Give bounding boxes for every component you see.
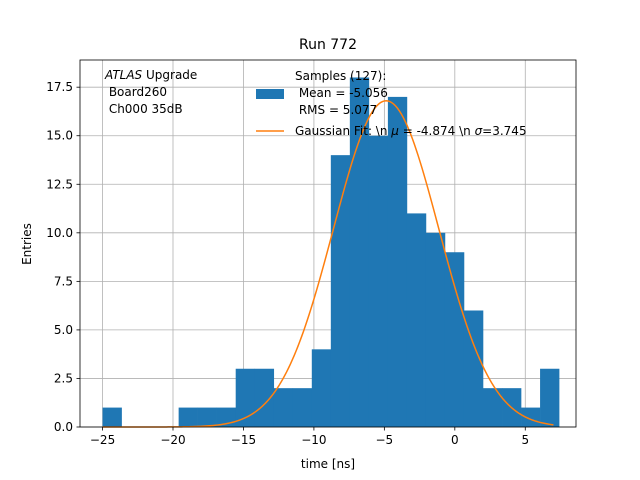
- x-tick-label: −15: [231, 433, 256, 447]
- histogram-bar: [178, 407, 198, 427]
- histogram-bar: [368, 135, 389, 427]
- annotation-experiment-suffix: Upgrade: [142, 68, 197, 82]
- histogram-bar: [311, 349, 332, 427]
- axes: [79, 59, 577, 428]
- plot-frame: [79, 59, 577, 428]
- x-ticks: −25 −20 −15 −10 −5 0 5: [90, 427, 529, 447]
- x-tick-label: −20: [160, 433, 185, 447]
- legend-fit-prefix: Gaussian Fit: \n: [295, 124, 391, 138]
- histogram-bar: [235, 368, 256, 427]
- legend-fit-label: Gaussian Fit: \n μ = -4.874 \n σ=3.745: [295, 124, 527, 138]
- chart-title: Run 772: [299, 37, 357, 53]
- y-tick-label: 12.5: [46, 177, 73, 191]
- legend-fit-suffix: =3.745: [482, 124, 526, 138]
- legend-fit-sigma: σ: [475, 124, 483, 138]
- annotation: ATLAS Upgrade Board260 Ch000 35dB: [104, 68, 197, 116]
- histogram-bar: [483, 388, 503, 427]
- histogram-bar: [349, 77, 370, 427]
- x-tick-label: −25: [90, 433, 115, 447]
- x-axis-label: time [ns]: [301, 457, 355, 471]
- histogram-bar: [425, 232, 446, 427]
- annotation-line-1: ATLAS Upgrade: [104, 68, 197, 82]
- x-tick-label: −10: [301, 433, 326, 447]
- legend: Samples (127): Mean = -5.056 RMS = 5.077…: [256, 69, 527, 138]
- y-tick-label: 5.0: [54, 323, 73, 337]
- y-tick-label: 0.0: [54, 420, 73, 434]
- legend-hist-label-1: Samples (127):: [295, 69, 386, 83]
- histogram-bar: [273, 388, 294, 427]
- histogram-bar: [540, 368, 560, 427]
- annotation-experiment: ATLAS: [104, 68, 143, 82]
- legend-hist-swatch: [256, 89, 284, 99]
- x-tick-label: 5: [521, 433, 529, 447]
- histogram-bar: [387, 96, 408, 428]
- y-ticks: 0.0 2.5 5.0 7.5 10.0 12.5 15.0 17.5: [46, 80, 80, 434]
- annotation-line-2: Board260: [105, 85, 167, 99]
- y-tick-label: 10.0: [46, 226, 73, 240]
- histogram-bar: [102, 407, 122, 427]
- x-tick-label: −5: [376, 433, 394, 447]
- legend-fit-mid: = -4.874 \n: [399, 124, 475, 138]
- y-tick-label: 15.0: [46, 129, 73, 143]
- histogram-bar: [330, 155, 351, 428]
- x-tick-label: 0: [451, 433, 459, 447]
- histogram-bar: [444, 252, 465, 427]
- y-tick-label: 7.5: [54, 274, 73, 288]
- histogram-bar: [521, 407, 541, 427]
- histogram-bar: [197, 407, 217, 427]
- y-tick-label: 17.5: [46, 80, 73, 94]
- legend-hist-label-2: Mean = -5.056: [295, 86, 388, 100]
- histogram-bar: [254, 368, 275, 427]
- y-tick-label: 2.5: [54, 371, 73, 385]
- histogram-bar: [463, 310, 484, 427]
- legend-hist-label-3: RMS = 5.077: [295, 103, 377, 117]
- histogram-bar: [406, 213, 427, 427]
- annotation-line-3: Ch000 35dB: [105, 102, 183, 116]
- legend-fit-mu: μ: [390, 124, 399, 138]
- y-axis-label: Entries: [20, 223, 34, 265]
- histogram-bar: [292, 388, 313, 427]
